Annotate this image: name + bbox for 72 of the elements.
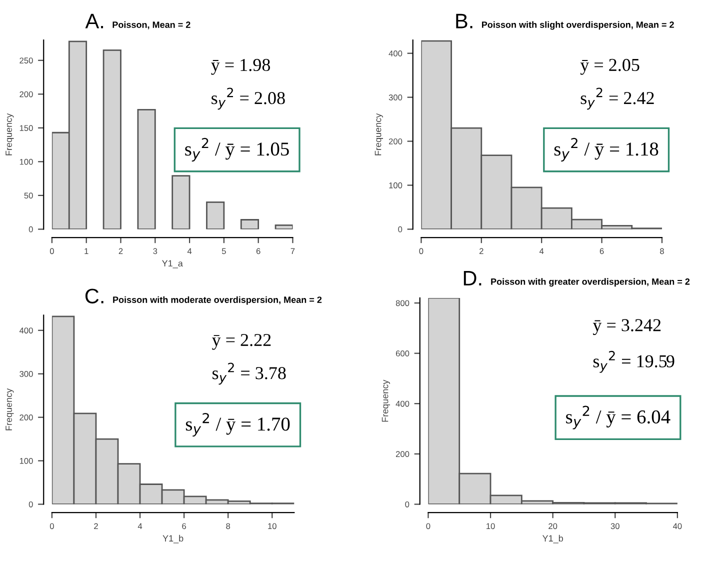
annotation: s$_{y}$$^{2}$ = 2.42 <box>580 88 654 110</box>
x-tick-label: 0 <box>50 523 54 530</box>
x-tick-label: 2 <box>480 248 484 254</box>
chart-title: C. <box>85 288 104 304</box>
y-tick-label: 100 <box>20 458 33 464</box>
x-axis-title: Y1_b <box>162 534 184 544</box>
y-tick-label: 300 <box>20 371 33 377</box>
y-axis-title: Frequency <box>374 113 383 156</box>
annotation: s$_{y}$$^{2}$ / ȳ = 1.70 <box>186 412 290 437</box>
y-tick-label: 200 <box>388 138 402 144</box>
annotation: s$_{y}$$^{2}$ / ȳ = 6.04 <box>566 406 670 430</box>
x-tick-label: 1 <box>84 248 88 254</box>
y-tick-label: 0 <box>398 226 402 232</box>
chart-title: B. <box>456 14 472 28</box>
x-tick-label: 8 <box>226 523 230 530</box>
x-tick-label: 4 <box>187 248 192 254</box>
y-tick-label: 150 <box>20 125 33 132</box>
y-tick-label: 250 <box>20 58 33 64</box>
x-tick-label: 4 <box>539 248 544 254</box>
x-tick-label: 4 <box>138 523 142 530</box>
x-tick-label: 2 <box>118 248 123 254</box>
annotation: s$_{y}$$^{2}$ = 2.08 <box>212 88 285 110</box>
y-tick-label: 200 <box>20 414 33 420</box>
x-tick-label: 8 <box>660 248 664 254</box>
y-tick-label: 400 <box>388 50 402 56</box>
annotation: s$_{y}$$^{2}$ = 3.78 <box>212 362 286 385</box>
x-tick-label: 6 <box>256 248 260 254</box>
y-tick-label: 100 <box>389 182 402 188</box>
y-tick-label: 0 <box>405 501 410 508</box>
y-axis-title: Frequency <box>6 113 14 156</box>
annotation: s$_{y}$$^{2}$ / ȳ = 1.18 <box>554 138 658 162</box>
y-tick-label: 0 <box>28 501 33 508</box>
x-tick-label: 5 <box>222 248 226 254</box>
x-tick-label: 0 <box>419 248 424 254</box>
x-tick-label: 6 <box>182 523 186 530</box>
chart-subtitle: Poisson, Mean = 2 <box>112 21 190 30</box>
x-axis-title: Y1_b <box>542 534 563 544</box>
y-tick-label: 50 <box>24 192 33 199</box>
y-tick-label: 400 <box>396 400 410 407</box>
y-tick-label: 400 <box>19 328 33 334</box>
y-tick-label: 100 <box>20 158 33 165</box>
x-tick-label: 10 <box>268 523 276 530</box>
annotation: ȳ = 2.05 <box>580 58 640 75</box>
y-tick-label: 600 <box>396 350 410 356</box>
annotation: ȳ = 1.98 <box>211 58 270 75</box>
y-tick-label: 800 <box>396 300 410 306</box>
x-tick-label: 40 <box>672 523 682 530</box>
x-tick-label: 2 <box>94 523 98 530</box>
x-tick-label: 0 <box>426 523 430 530</box>
y-tick-label: 0 <box>28 226 33 232</box>
chart-title: D. <box>464 271 482 286</box>
y-tick-label: 200 <box>20 91 33 98</box>
chart-subtitle: Poisson with slight overdispersion, Mean = 2 <box>482 21 674 30</box>
chart-subtitle: Poisson with greater overdispersion, Mean = 2 <box>491 278 690 287</box>
annotation: ȳ = 3.242 <box>592 319 661 336</box>
x-tick-label: 3 <box>153 248 158 254</box>
x-tick-label: 7 <box>290 248 295 254</box>
annotation: ȳ = 2.22 <box>212 334 271 350</box>
x-tick-label: 20 <box>548 523 558 530</box>
y-tick-label: 300 <box>388 94 402 100</box>
y-axis-title: Frequency <box>382 380 390 422</box>
x-axis-title: Y1_a <box>162 260 183 268</box>
x-tick-label: 0 <box>50 248 54 254</box>
y-tick-label: 200 <box>396 451 410 458</box>
annotation: s$_{y}$$^{2}$ = 19.59 <box>593 350 674 373</box>
x-tick-label: 6 <box>600 248 604 254</box>
annotation: s$_{y}$$^{2}$ / ȳ = 1.05 <box>185 138 289 162</box>
y-axis-title: Frequency <box>6 388 14 430</box>
chart-title: A. <box>85 14 104 28</box>
x-tick-label: 10 <box>486 523 495 530</box>
chart-subtitle: Poisson with moderate overdispersion, Mean = 2 <box>113 296 322 305</box>
x-tick-label: 30 <box>610 523 620 530</box>
